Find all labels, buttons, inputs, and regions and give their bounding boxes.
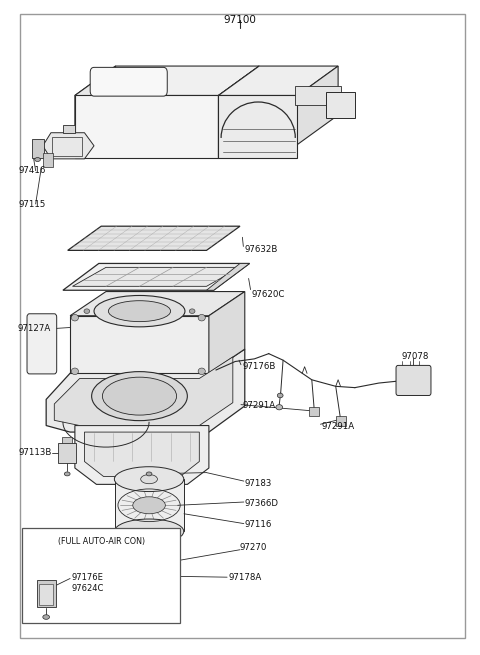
Ellipse shape xyxy=(114,467,184,491)
Bar xyxy=(32,140,44,158)
Polygon shape xyxy=(218,66,259,158)
Ellipse shape xyxy=(35,158,40,162)
Text: 97113B: 97113B xyxy=(19,449,52,457)
Polygon shape xyxy=(43,133,94,159)
Ellipse shape xyxy=(173,561,179,565)
Polygon shape xyxy=(75,66,116,158)
Ellipse shape xyxy=(43,615,49,620)
Ellipse shape xyxy=(126,543,172,559)
Text: 97178A: 97178A xyxy=(228,572,261,582)
Text: 97632B: 97632B xyxy=(245,244,278,253)
Ellipse shape xyxy=(92,371,187,421)
Polygon shape xyxy=(68,226,240,250)
FancyBboxPatch shape xyxy=(27,314,57,374)
Ellipse shape xyxy=(64,472,70,476)
Polygon shape xyxy=(218,66,338,96)
Text: 97176E: 97176E xyxy=(71,572,103,582)
Polygon shape xyxy=(54,357,233,426)
Ellipse shape xyxy=(102,377,177,415)
Ellipse shape xyxy=(114,519,184,544)
Polygon shape xyxy=(218,96,298,158)
Polygon shape xyxy=(298,66,338,145)
Text: 97115: 97115 xyxy=(19,200,46,209)
Ellipse shape xyxy=(108,301,170,322)
Ellipse shape xyxy=(72,314,78,321)
Bar xyxy=(52,137,82,157)
Ellipse shape xyxy=(133,496,165,514)
Polygon shape xyxy=(75,426,209,484)
FancyBboxPatch shape xyxy=(396,365,431,396)
Bar xyxy=(43,153,53,168)
Bar xyxy=(336,417,346,426)
Ellipse shape xyxy=(198,314,205,321)
Bar xyxy=(62,437,72,443)
Text: 97620C: 97620C xyxy=(252,290,285,299)
Polygon shape xyxy=(326,92,355,119)
Ellipse shape xyxy=(84,309,90,314)
Text: 97100: 97100 xyxy=(224,15,256,25)
Ellipse shape xyxy=(277,393,283,398)
Text: 97416: 97416 xyxy=(19,166,46,175)
Text: 97291A: 97291A xyxy=(322,422,355,432)
Text: 97183: 97183 xyxy=(245,479,272,487)
Ellipse shape xyxy=(198,368,205,375)
Polygon shape xyxy=(206,263,250,290)
Polygon shape xyxy=(209,291,245,373)
Bar xyxy=(309,407,320,416)
Text: 97366D: 97366D xyxy=(245,500,279,508)
Ellipse shape xyxy=(72,368,78,375)
Bar xyxy=(22,528,180,623)
Text: 97624C: 97624C xyxy=(71,584,103,593)
Polygon shape xyxy=(115,479,184,531)
Text: 97291A: 97291A xyxy=(242,402,276,411)
Ellipse shape xyxy=(276,405,283,410)
Polygon shape xyxy=(46,349,245,432)
Polygon shape xyxy=(75,66,259,96)
Ellipse shape xyxy=(94,295,185,327)
Polygon shape xyxy=(295,86,340,105)
Text: 97270: 97270 xyxy=(240,543,267,552)
Ellipse shape xyxy=(117,561,122,565)
Ellipse shape xyxy=(146,472,152,476)
Text: 97116: 97116 xyxy=(245,520,272,529)
Polygon shape xyxy=(63,125,75,133)
Text: 97078: 97078 xyxy=(402,352,429,361)
Bar xyxy=(58,443,76,463)
Text: (FULL AUTO-AIR CON): (FULL AUTO-AIR CON) xyxy=(58,537,145,546)
Ellipse shape xyxy=(189,309,195,314)
Ellipse shape xyxy=(141,475,157,483)
Bar xyxy=(36,580,56,607)
Text: 97127A: 97127A xyxy=(17,324,51,333)
Polygon shape xyxy=(70,291,245,316)
Text: 97176B: 97176B xyxy=(242,362,276,371)
Polygon shape xyxy=(72,267,240,286)
Polygon shape xyxy=(75,96,218,158)
Bar xyxy=(38,584,53,605)
Polygon shape xyxy=(70,316,209,373)
Polygon shape xyxy=(63,263,250,290)
Polygon shape xyxy=(84,432,199,477)
FancyBboxPatch shape xyxy=(90,67,167,96)
